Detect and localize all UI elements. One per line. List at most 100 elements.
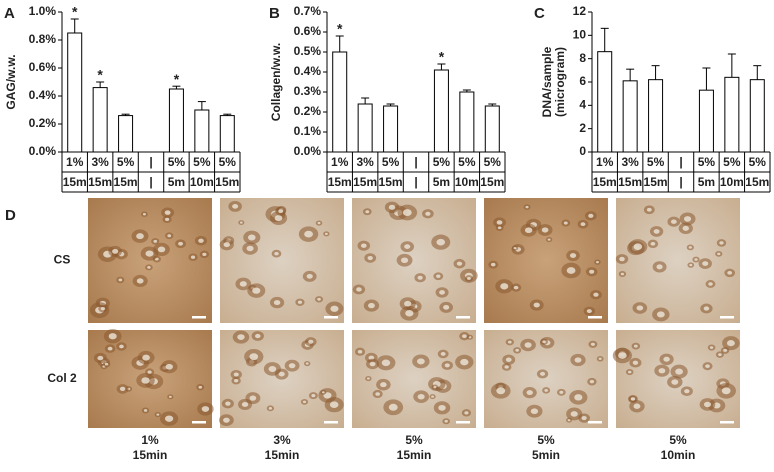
y-tick-label: 4	[579, 98, 586, 112]
y-axis-title: GAG/w.w.	[4, 54, 18, 109]
significance-label: *	[337, 21, 343, 37]
lacuna	[456, 261, 463, 266]
lacuna	[627, 370, 632, 374]
lacuna	[268, 407, 273, 410]
bar	[118, 115, 134, 153]
bar	[597, 51, 613, 153]
lacuna	[526, 390, 533, 396]
lacuna	[504, 365, 509, 369]
lacuna	[717, 252, 721, 256]
lacuna	[302, 400, 307, 404]
lacuna	[703, 306, 710, 311]
lacuna	[317, 221, 321, 225]
lacuna	[274, 215, 283, 222]
lacuna	[288, 363, 296, 369]
lacuna	[249, 395, 257, 401]
lacuna	[239, 281, 247, 287]
lacuna	[136, 278, 144, 284]
scale-bar	[324, 421, 338, 424]
lacuna	[670, 219, 677, 224]
lacuna	[636, 305, 644, 311]
row-label: CS	[54, 253, 71, 267]
panel-label: D	[5, 207, 16, 224]
micrograph	[88, 198, 212, 323]
lacuna	[304, 230, 313, 238]
y-tick-label: 10	[573, 28, 587, 42]
bar	[484, 105, 500, 153]
x-tick-label: 15m	[328, 175, 352, 189]
x-tick-label: 5m	[168, 175, 185, 189]
lacuna	[658, 368, 666, 374]
lacuna	[201, 406, 210, 412]
lacuna	[402, 209, 412, 216]
scale-bar	[588, 316, 602, 319]
column-label: 15min	[397, 448, 432, 462]
column-label: 5%	[669, 433, 687, 447]
lacuna	[168, 395, 172, 398]
lacuna	[329, 401, 339, 409]
lacuna	[540, 371, 546, 376]
lacuna	[104, 362, 109, 366]
lacuna	[157, 246, 166, 253]
lacuna	[533, 302, 540, 308]
lacuna	[656, 311, 665, 318]
x-tick-label: 15m	[618, 175, 642, 189]
lacuna	[190, 255, 196, 259]
lacuna	[570, 411, 578, 417]
lacuna	[165, 217, 170, 221]
lacuna	[375, 392, 380, 396]
lacuna	[330, 305, 339, 312]
lacuna	[321, 391, 325, 394]
lacuna	[255, 333, 261, 339]
lacuna	[118, 278, 123, 282]
lacuna	[431, 395, 434, 398]
x-tick-label: |	[679, 155, 682, 169]
lacuna	[308, 339, 314, 344]
scale-bar	[720, 316, 734, 319]
lacuna	[619, 256, 625, 262]
x-tick-label: 5%	[433, 155, 451, 169]
lacuna	[425, 211, 431, 216]
column-label: 3%	[273, 433, 291, 447]
lacuna	[513, 246, 517, 250]
lacuna	[274, 251, 279, 256]
lacuna	[164, 210, 171, 215]
x-tick-label: |	[679, 175, 682, 189]
lacuna	[417, 393, 425, 400]
x-tick-label: |	[149, 175, 152, 189]
x-tick-label: |	[149, 155, 152, 169]
lacuna	[589, 269, 595, 274]
lacuna	[112, 248, 119, 254]
significance-label: *	[72, 4, 78, 20]
micrograph	[219, 330, 344, 428]
x-tick-label: 15m	[63, 175, 87, 189]
lacuna	[574, 357, 582, 363]
lacuna	[143, 409, 148, 412]
lacuna	[505, 357, 512, 362]
lacuna	[278, 371, 285, 377]
bar	[622, 80, 638, 153]
lacuna	[694, 258, 698, 261]
x-tick-label: 5%	[458, 155, 476, 169]
micrograph-bg	[352, 330, 476, 428]
lacuna	[703, 401, 712, 408]
lacuna	[671, 379, 679, 385]
scale-bar	[456, 316, 470, 319]
scale-bar	[192, 421, 206, 424]
lacuna	[119, 386, 126, 392]
lacuna	[650, 242, 656, 246]
x-tick-label: 5%	[117, 155, 135, 169]
lacuna	[239, 221, 243, 224]
bar	[698, 89, 714, 153]
x-tick-label: 5%	[698, 155, 716, 169]
lacuna	[147, 266, 151, 269]
lacuna	[524, 227, 533, 234]
lacuna	[246, 245, 254, 252]
panel-label: B	[269, 5, 280, 22]
lacuna	[237, 334, 245, 340]
lacuna	[513, 285, 519, 290]
bar	[168, 88, 184, 153]
lacuna	[405, 310, 414, 317]
micrograph	[612, 330, 740, 428]
bar	[383, 105, 399, 153]
